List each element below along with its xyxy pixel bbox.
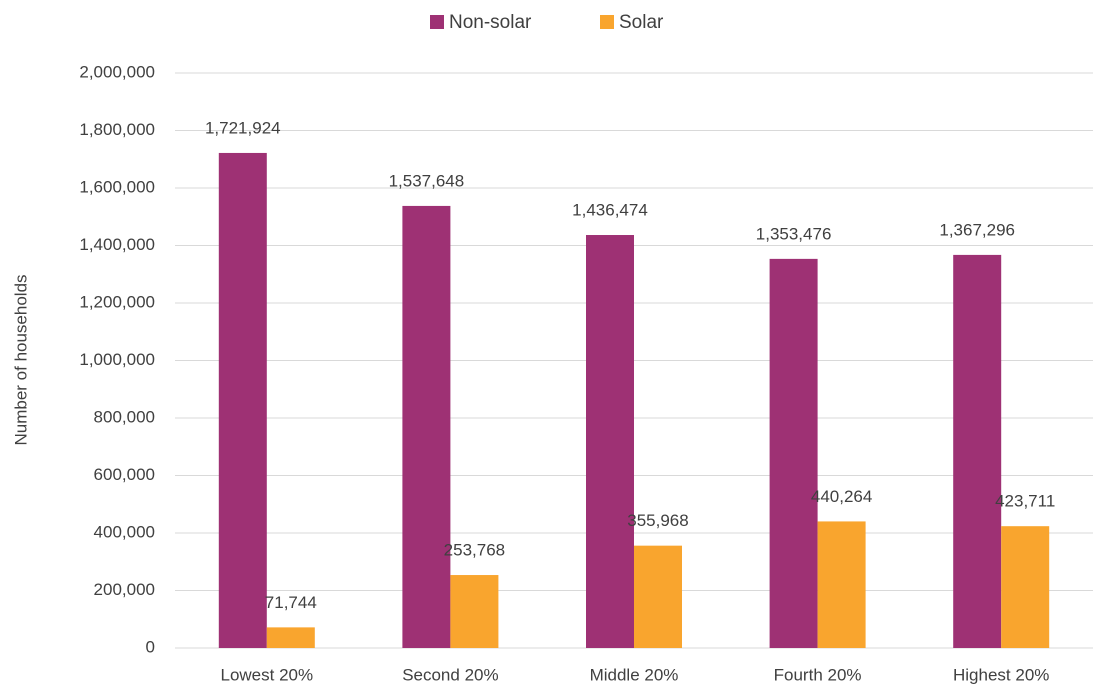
data-label: 71,744 <box>265 593 317 612</box>
bar <box>634 545 682 648</box>
y-tick-label: 1,000,000 <box>79 350 155 369</box>
data-label: 1,537,648 <box>389 171 465 190</box>
bar <box>266 627 315 648</box>
y-axis-label: Number of households <box>11 274 30 445</box>
legend-label: Solar <box>619 12 664 33</box>
y-tick-label: 1,400,000 <box>79 235 155 254</box>
data-label: 423,711 <box>995 492 1055 511</box>
x-tick-label: Middle 20% <box>590 665 679 684</box>
x-tick-label: Highest 20% <box>953 665 1049 684</box>
y-tick-label: 0 <box>146 637 155 656</box>
y-tick-label: 1,200,000 <box>79 292 155 311</box>
y-tick-label: 400,000 <box>94 522 155 541</box>
bar <box>769 258 818 648</box>
data-label: 253,768 <box>444 541 505 560</box>
y-tick-label: 2,000,000 <box>79 62 155 81</box>
legend-swatch <box>430 15 444 29</box>
legend-swatch <box>600 15 614 29</box>
bar <box>586 235 634 648</box>
bar <box>450 575 499 648</box>
x-tick-label: Lowest 20% <box>220 665 313 684</box>
bar <box>402 205 451 648</box>
bar <box>953 254 1002 648</box>
data-label: 355,968 <box>627 511 688 530</box>
y-tick-label: 800,000 <box>94 407 155 426</box>
bar <box>218 152 267 649</box>
bar <box>1001 526 1050 648</box>
data-label: 440,264 <box>811 487 872 506</box>
data-label: 1,367,296 <box>939 220 1015 239</box>
x-tick-label: Fourth 20% <box>774 665 862 684</box>
data-label: 1,353,476 <box>756 224 832 243</box>
legend-label: Non-solar <box>449 12 532 33</box>
y-tick-label: 600,000 <box>94 465 155 484</box>
bar <box>817 521 866 648</box>
data-label: 1,721,924 <box>205 118 281 137</box>
y-tick-label: 1,800,000 <box>79 120 155 139</box>
y-tick-label: 1,600,000 <box>79 177 155 196</box>
y-tick-label: 200,000 <box>94 580 155 599</box>
x-tick-label: Second 20% <box>402 665 498 684</box>
data-label: 1,436,474 <box>572 200 648 219</box>
